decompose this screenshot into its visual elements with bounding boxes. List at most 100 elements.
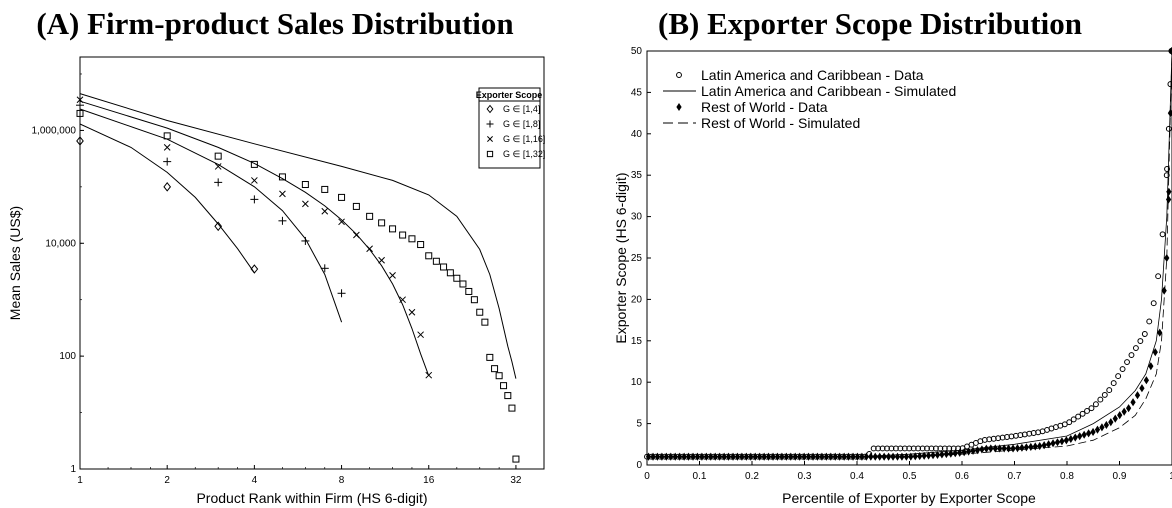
series-point-b-2-shape bbox=[1037, 442, 1043, 451]
x-tick-label-b: 0.8 bbox=[1060, 471, 1074, 482]
data-point-a-3-shape bbox=[366, 212, 374, 220]
series-point-b-2 bbox=[1037, 442, 1043, 451]
data-point-a-1 bbox=[320, 264, 329, 273]
series-point-b-2-shape bbox=[1094, 425, 1101, 434]
series-point-b-2 bbox=[1148, 362, 1154, 371]
data-point-a-2 bbox=[389, 272, 396, 279]
series-point-b-2-shape bbox=[1103, 420, 1110, 430]
data-point-a-2-b bbox=[214, 163, 222, 170]
chart-panel-a: (A) Firm-product Sales Distribution 1 2 4 8… bbox=[7, 6, 545, 506]
series-point-b-0-shape bbox=[1146, 318, 1153, 325]
legend-label-a-0: G ∈ [1,4] bbox=[503, 104, 540, 114]
series-point-b-2 bbox=[997, 444, 1003, 453]
series-point-b-0 bbox=[1146, 318, 1153, 325]
data-point-a-2-b bbox=[366, 245, 373, 253]
series-point-b-2 bbox=[1117, 411, 1123, 420]
data-point-a-3 bbox=[491, 365, 499, 373]
series-point-b-2 bbox=[654, 452, 661, 461]
series-point-b-2-shape bbox=[997, 444, 1003, 453]
data-point-a-3 bbox=[301, 181, 309, 189]
data-point-a-3 bbox=[512, 455, 520, 463]
series-point-b-2-shape bbox=[1099, 423, 1105, 432]
data-point-a-3-shape bbox=[500, 382, 508, 390]
x-tick-label-b: 0.5 bbox=[903, 471, 917, 482]
series-point-b-2-shape bbox=[725, 452, 732, 461]
data-point-a-2 bbox=[425, 371, 433, 379]
data-point-a-2 bbox=[417, 331, 424, 339]
data-point-a-1 bbox=[278, 216, 287, 225]
y-tick-label-b: 30 bbox=[631, 212, 643, 223]
series-point-b-0 bbox=[1084, 408, 1090, 414]
x-axis-label-a: Product Rank within Firm (HS 6-digit) bbox=[196, 490, 427, 506]
axis-ticks-a: 1 2 4 8 16 32 1 100 10,000 1,000,000 bbox=[32, 73, 545, 486]
series-point-b-2 bbox=[1014, 444, 1021, 453]
data-point-a-0 bbox=[76, 136, 84, 146]
y-axis-label-a: Mean Sales (US$) bbox=[7, 206, 23, 320]
series-point-b-2-shape bbox=[845, 452, 852, 461]
data-point-a-2-b bbox=[338, 218, 345, 226]
data-point-a-3-shape bbox=[278, 173, 286, 181]
series-point-b-0 bbox=[1128, 352, 1135, 358]
series-point-b-0-shape bbox=[1097, 396, 1104, 403]
series-point-b-2 bbox=[1028, 442, 1034, 451]
series-point-b-0 bbox=[1137, 338, 1144, 344]
chart-marks-b bbox=[644, 46, 1172, 461]
series-point-b-0-shape bbox=[1070, 416, 1077, 423]
data-point-a-2 bbox=[163, 144, 171, 151]
y-axis-label-b: Exporter Scope (HS 6-digit) bbox=[613, 172, 629, 343]
x-tick-label-b: 0.4 bbox=[850, 471, 864, 482]
x-tick-label-b: 0.3 bbox=[798, 471, 812, 482]
series-point-b-2-shape bbox=[823, 452, 829, 461]
data-point-a-0-shape bbox=[250, 264, 259, 274]
legend-marker-a-3-shape bbox=[486, 150, 494, 158]
series-point-b-2 bbox=[712, 452, 718, 461]
series-point-b-0-shape bbox=[1092, 401, 1099, 408]
series-point-b-2-shape bbox=[712, 452, 718, 461]
series-point-b-2 bbox=[934, 450, 941, 459]
sim-line-a-0 bbox=[79, 123, 255, 274]
series-point-b-2 bbox=[917, 452, 923, 461]
series-point-b-0-shape bbox=[1128, 352, 1135, 358]
series-point-b-0-shape bbox=[1163, 172, 1170, 179]
series-point-b-2 bbox=[859, 452, 865, 461]
data-point-a-2 bbox=[408, 308, 416, 316]
series-point-b-2-shape bbox=[1143, 376, 1150, 385]
data-point-a-3-shape bbox=[486, 353, 494, 361]
data-point-a-3-shape bbox=[440, 263, 448, 271]
series-point-b-2 bbox=[988, 444, 994, 453]
data-point-a-3 bbox=[495, 372, 503, 380]
series-point-b-0 bbox=[1070, 416, 1077, 423]
data-point-a-3 bbox=[417, 241, 425, 249]
y-tick-label-a: 100 bbox=[59, 351, 76, 362]
legend-marker-a-0 bbox=[486, 104, 494, 114]
series-point-b-2 bbox=[1103, 420, 1110, 430]
data-point-a-3-shape bbox=[389, 225, 397, 233]
data-point-a-2-b bbox=[163, 144, 171, 151]
series-point-b-2-shape bbox=[1168, 46, 1172, 56]
data-point-a-3 bbox=[352, 202, 360, 210]
data-point-a-3 bbox=[76, 109, 84, 117]
legend-b: Latin America and Caribbean - DataLatin … bbox=[663, 67, 956, 131]
data-point-a-3-shape bbox=[446, 269, 454, 277]
legend-items-a: G ∈ [1,4] G ∈ [1,8] G ∈ [1,16] G ∈ [1,32] bbox=[486, 104, 545, 159]
data-point-a-2 bbox=[214, 163, 222, 170]
series-point-b-2 bbox=[810, 452, 816, 461]
data-point-a-3 bbox=[504, 392, 512, 400]
series-point-b-0 bbox=[1092, 401, 1099, 408]
series-point-b-0-shape bbox=[1110, 380, 1117, 387]
data-point-a-3-shape bbox=[432, 257, 440, 265]
series-point-b-2 bbox=[1023, 443, 1030, 452]
series-point-b-2-shape bbox=[1090, 427, 1096, 436]
data-point-a-0-shape bbox=[163, 182, 172, 192]
series-point-b-2-shape bbox=[1068, 434, 1074, 444]
series-point-b-0 bbox=[1150, 300, 1157, 307]
data-point-a-0-shape bbox=[214, 221, 223, 232]
series-point-b-2 bbox=[1094, 425, 1101, 434]
series-line-b-1 bbox=[647, 50, 1172, 458]
data-point-a-3 bbox=[425, 252, 433, 260]
series-point-b-0-shape bbox=[1137, 338, 1144, 344]
data-point-a-0-shape bbox=[76, 136, 84, 146]
x-axis-label-b: Percentile of Exporter by Exporter Scope bbox=[782, 490, 1036, 506]
y-tick-label-b: 45 bbox=[631, 87, 643, 98]
series-point-b-2-shape bbox=[1050, 439, 1056, 448]
